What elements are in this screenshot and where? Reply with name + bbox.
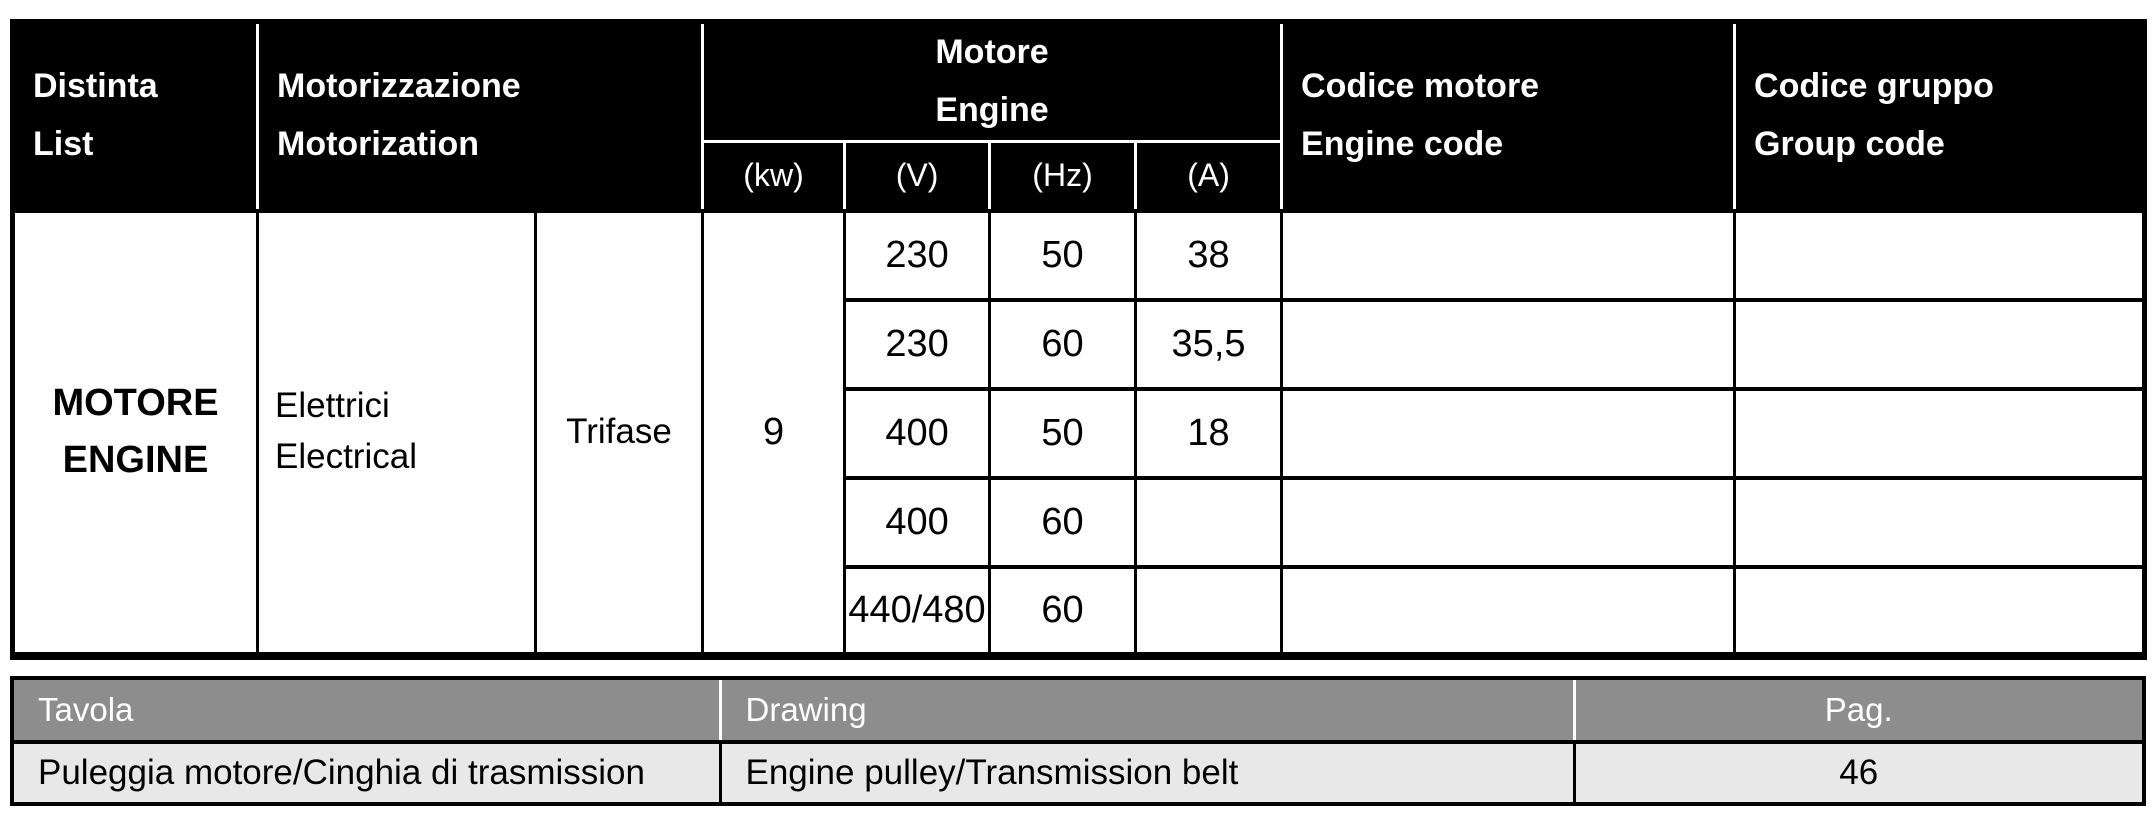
group-code-cell [1733,564,2147,658]
voltage-cell: 230 [843,208,992,302]
motorization-type-line2: Electrical [275,437,417,476]
header-tavola: Tavola [10,676,722,744]
header-motorizzazione-line1: Motorizzazione [277,67,521,106]
engine-spec-table: Distinta List Motorizzazione Motorizatio… [10,19,2148,660]
motorization-type-line1: Elettrici [275,386,390,426]
group-code-cell [1733,386,2147,480]
header-codice-motore-line2: Engine code [1301,125,1504,164]
header-distinta-line2: List [33,125,94,164]
voltage-cell: 400 [843,475,992,569]
pag-cell: 46 [1572,740,2146,806]
header-codice-motore-line1: Codice motore [1301,67,1540,106]
header-unit-v: (V) [843,140,992,213]
engine-code-cell [1280,475,1737,569]
group-code-cell [1733,208,2147,302]
current-cell: 38 [1134,208,1284,302]
current-cell [1134,564,1284,658]
engine-code-cell [1280,386,1737,480]
header-unit-a: (A) [1134,140,1284,213]
header-motore-line2: Engine [935,91,1049,129]
header-codice-motore: Codice motore Engine code [1280,20,1737,213]
engine-code-cell [1280,208,1737,302]
voltage-cell: 230 [843,297,992,391]
voltage-cell: 440/480 [843,564,992,658]
frequency-cell: 60 [988,475,1138,569]
group-name-line2: ENGINE [62,439,209,481]
current-cell: 35,5 [1134,297,1284,391]
header-pag: Pag. [1572,676,2146,744]
header-distinta-line1: Distinta [33,67,158,106]
header-codice-gruppo-line2: Group code [1754,125,1945,164]
header-motorizzazione-line2: Motorization [277,125,480,164]
header-motore-line1: Motore [935,33,1049,72]
header-unit-kw: (kw) [701,140,847,213]
engine-code-cell [1280,564,1737,658]
header-motorizzazione: Motorizzazione Motorization [255,20,705,213]
header-drawing: Drawing [718,676,1576,744]
engine-code-cell [1280,297,1737,391]
kw-cell: 9 [701,208,847,658]
header-distinta-list: Distinta List [11,20,259,213]
drawing-index-table: Tavola Drawing Pag. Puleggia motore/Cing… [10,676,2146,806]
group-code-cell [1733,297,2147,391]
group-name-cell: MOTORE ENGINE [11,208,259,658]
header-codice-gruppo: Codice gruppo Group code [1733,20,2147,213]
drawing-cell: Engine pulley/Transmission belt [718,740,1576,806]
tavola-cell: Puleggia motore/Cinghia di trasmission [10,740,722,806]
current-cell [1134,475,1284,569]
header-codice-gruppo-line1: Codice gruppo [1754,67,1994,106]
frequency-cell: 50 [988,208,1138,302]
phase-cell: Trifase [533,208,705,658]
frequency-cell: 50 [988,386,1138,480]
frequency-cell: 60 [988,564,1138,658]
header-unit-hz: (Hz) [988,140,1138,213]
current-cell: 18 [1134,386,1284,480]
header-motore-engine: Motore Engine [701,20,1284,143]
group-name-line1: MOTORE [52,382,219,424]
group-code-cell [1733,475,2147,569]
frequency-cell: 60 [988,297,1138,391]
voltage-cell: 400 [843,386,992,480]
motorization-type-cell: Elettrici Electrical [256,208,537,658]
